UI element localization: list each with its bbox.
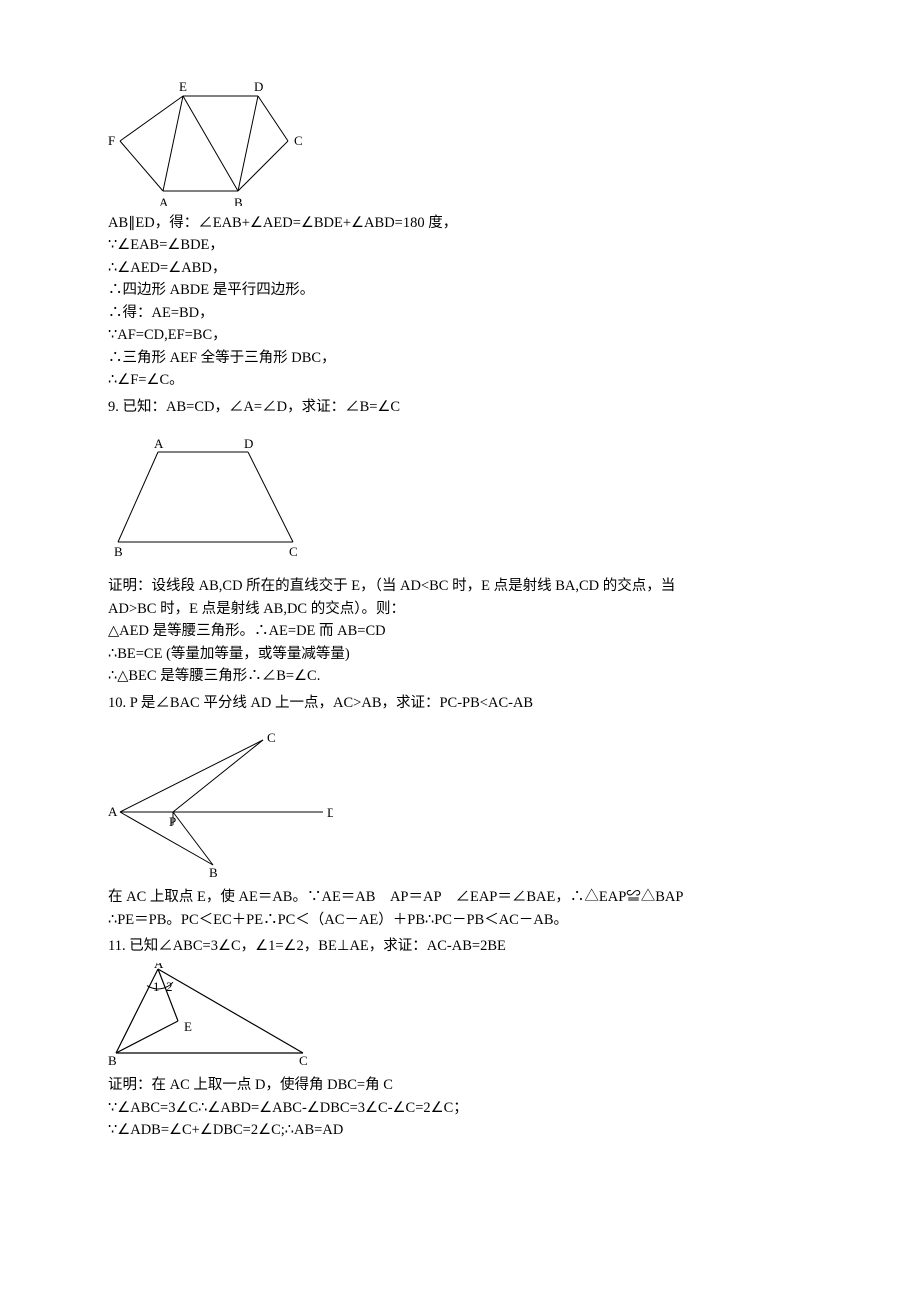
proof3-line: 在 AC 上取点 E，使 AE＝AB。∵AE＝AB AP＝AP ∠EAP＝∠BA…: [108, 886, 825, 908]
svg-text:B: B: [209, 865, 218, 880]
question-10: 10. P 是∠BAC 平分线 AD 上一点，AC>AB，求证：PC-PB<AC…: [108, 692, 825, 714]
proof1-line: ∴∠AED=∠ABD，: [108, 257, 825, 279]
svg-text:1: 1: [153, 979, 160, 994]
trapezoid-svg: A D B C: [108, 434, 318, 559]
svg-text:B: B: [114, 544, 123, 559]
svg-text:D: D: [254, 79, 263, 94]
svg-text:P: P: [169, 814, 176, 829]
question-11: 11. 已知∠ABC=3∠C，∠1=∠2，BE⊥AE，求证：AC-AB=2BE: [108, 935, 825, 957]
figure-angle-bisector: A C D P B: [108, 730, 825, 880]
figure-trapezoid: A D B C: [108, 434, 825, 559]
proof1-line: ∴∠F=∠C。: [108, 369, 825, 391]
proof2-line: △AED 是等腰三角形。∴AE=DE 而 AB=CD: [108, 620, 825, 642]
proof1-line: ∵AF=CD,EF=BC，: [108, 324, 825, 346]
svg-text:2: 2: [166, 979, 173, 994]
svg-text:A: A: [154, 963, 164, 971]
question-9: 9. 已知：AB=CD，∠A=∠D，求证：∠B=∠C: [108, 396, 825, 418]
svg-text:C: C: [289, 544, 298, 559]
svg-text:A: A: [108, 804, 118, 819]
svg-text:C: C: [267, 730, 276, 745]
proof4-line: ∵∠ADB=∠C+∠DBC=2∠C;∴AB=AD: [108, 1119, 825, 1141]
proof1-line: ∴四边形 ABDE 是平行四边形。: [108, 279, 825, 301]
svg-text:D: D: [244, 436, 253, 451]
svg-text:E: E: [184, 1019, 192, 1034]
proof-block-3: 在 AC 上取点 E，使 AE＝AB。∵AE＝AB AP＝AP ∠EAP＝∠BA…: [108, 886, 825, 931]
proof3-line: ∴PE＝PB。PC＜EC＋PE∴PC＜（AC－AE）＋PB∴PC－PB＜AC－A…: [108, 909, 825, 931]
figure-triangle-abc: A B C E 12: [108, 963, 825, 1068]
figure-hexagon: A B C D E F: [108, 76, 825, 206]
proof-block-1: AB∥ED，得：∠EAB+∠AED=∠BDE+∠ABD=180 度， ∵∠EAB…: [108, 212, 825, 392]
svg-text:F: F: [108, 133, 115, 148]
proof1-line: AB∥ED，得：∠EAB+∠AED=∠BDE+∠ABD=180 度，: [108, 212, 825, 234]
svg-text:C: C: [294, 133, 303, 148]
proof1-line: ∴得：AE=BD，: [108, 302, 825, 324]
svg-text:B: B: [108, 1053, 117, 1068]
page-content: A B C D E F AB∥ED，得：∠EAB+∠AED=∠BDE+∠ABD=180 度…: [0, 0, 920, 1206]
proof4-line: 证明：在 AC 上取一点 D，使得角 DBC=角 C: [108, 1074, 825, 1096]
svg-text:A: A: [159, 195, 169, 206]
proof2-line: AD>BC 时，E 点是射线 AB,DC 的交点）。则：: [108, 598, 825, 620]
proof1-line: ∵∠EAB=∠BDE，: [108, 234, 825, 256]
proof1-line: ∴三角形 AEF 全等于三角形 DBC，: [108, 347, 825, 369]
svg-text:A: A: [154, 436, 164, 451]
svg-text:B: B: [234, 195, 243, 206]
proof4-line: ∵∠ABC=3∠C∴∠ABD=∠ABC-∠DBC=3∠C-∠C=2∠C；: [108, 1097, 825, 1119]
svg-text:D: D: [327, 805, 333, 820]
svg-text:C: C: [299, 1053, 308, 1068]
svg-text:E: E: [179, 79, 187, 94]
hexagon-svg: A B C D E F: [108, 76, 308, 206]
proof-block-4: 证明：在 AC 上取一点 D，使得角 DBC=角 C ∵∠ABC=3∠C∴∠AB…: [108, 1074, 825, 1141]
proof2-line: ∴△BEC 是等腰三角形∴∠B=∠C.: [108, 665, 825, 687]
proof-block-2: 证明：设线段 AB,CD 所在的直线交于 E，（当 AD<BC 时，E 点是射线…: [108, 575, 825, 687]
proof2-line: 证明：设线段 AB,CD 所在的直线交于 E，（当 AD<BC 时，E 点是射线…: [108, 575, 825, 597]
triangle-abc-svg: A B C E 12: [108, 963, 313, 1068]
proof2-line: ∴BE=CE (等量加等量，或等量减等量): [108, 643, 825, 665]
angle-bisector-svg: A C D P B: [108, 730, 333, 880]
